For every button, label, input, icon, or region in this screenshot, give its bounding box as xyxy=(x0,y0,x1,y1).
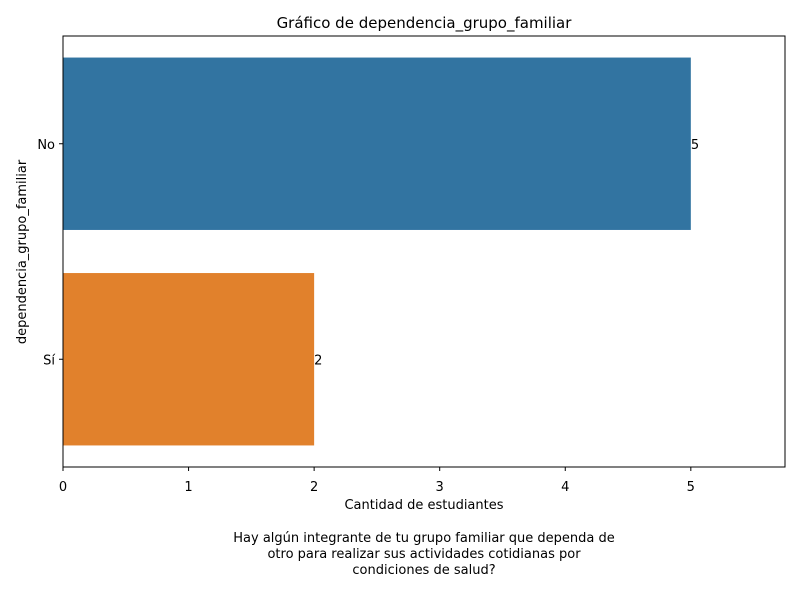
y-tick-label: No xyxy=(37,138,55,153)
bar-no xyxy=(63,57,691,230)
chart-caption: Hay algún integrante de tu grupo familia… xyxy=(0,531,800,579)
caption-line: Hay algún integrante de tu grupo familia… xyxy=(233,531,615,546)
y-tick-label: Sí xyxy=(43,353,55,368)
bar-value-label: 5 xyxy=(691,138,699,153)
x-tick-label: 4 xyxy=(561,480,569,495)
caption-line: otro para realizar sus actividades cotid… xyxy=(267,547,581,562)
bar-si xyxy=(63,273,315,446)
y-axis-label: dependencia_grupo_familiar xyxy=(15,159,30,344)
chart-title: Gráfico de dependencia_grupo_familiar xyxy=(277,14,573,33)
x-tick-label: 1 xyxy=(184,480,192,495)
x-tick-label: 3 xyxy=(436,480,444,495)
x-axis-label: Cantidad de estudiantes xyxy=(344,498,503,513)
caption-line: condiciones de salud? xyxy=(352,563,496,578)
x-tick-label: 0 xyxy=(59,480,67,495)
plot-area-frame xyxy=(62,35,786,468)
bar-value-label: 2 xyxy=(314,353,322,368)
x-tick-label: 2 xyxy=(310,480,318,495)
x-tick-label: 5 xyxy=(687,480,695,495)
